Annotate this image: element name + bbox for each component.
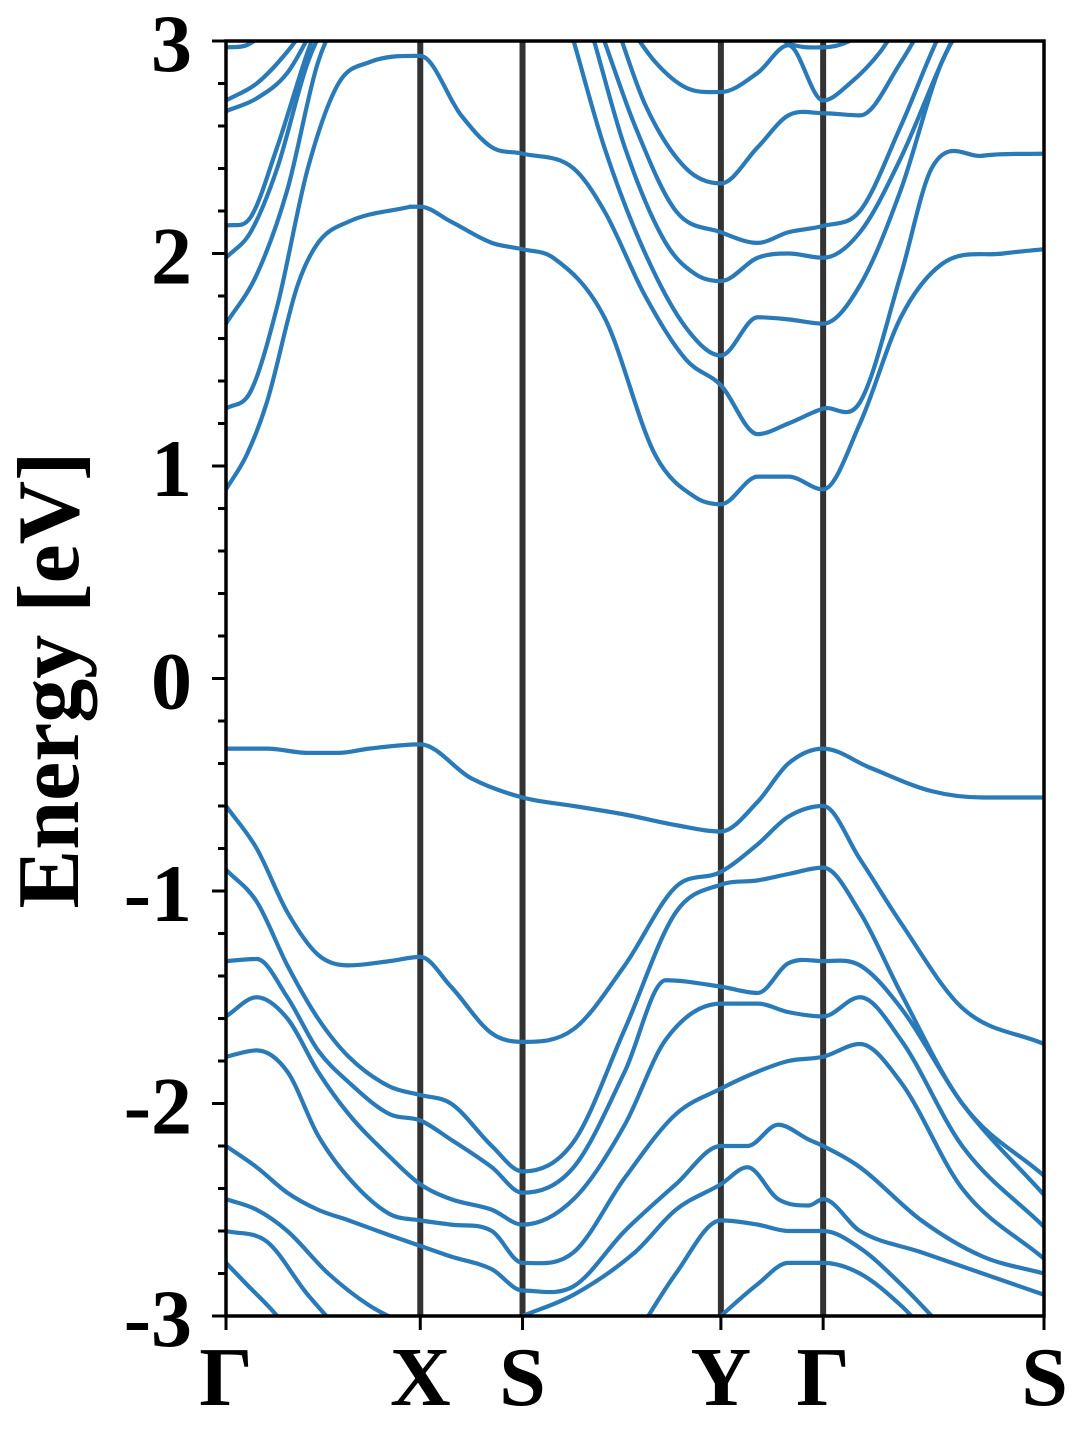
band-line-12	[226, 1260, 280, 1316]
y-axis-label: Energy [eV]	[1, 452, 98, 909]
y-tick-label: 2	[151, 211, 192, 302]
x-tick-label: Γ	[796, 1331, 849, 1424]
band-line-1	[226, 742, 1044, 834]
y-tick-label: -1	[124, 848, 192, 939]
band-line-18	[571, 41, 955, 358]
band-line-27	[226, 41, 258, 50]
band-line-7	[226, 1122, 1044, 1295]
band-line-8	[226, 1197, 394, 1316]
y-tick-label: -2	[124, 1061, 192, 1152]
x-tick-label: X	[390, 1331, 451, 1424]
band-line-26	[636, 41, 891, 103]
axis-ticks	[212, 39, 1046, 1330]
band-line-2	[226, 803, 1044, 1047]
y-tick-label: 1	[151, 423, 192, 514]
band-line-28	[780, 41, 855, 50]
y-tick-label: 0	[151, 636, 192, 727]
plot-frame	[224, 39, 1046, 1318]
band-line-22	[602, 41, 939, 245]
x-tick-label: Y	[691, 1331, 752, 1424]
high-symmetry-lines	[417, 41, 827, 1316]
band-line-5	[226, 995, 1044, 1229]
band-line-24	[619, 41, 917, 186]
band-line-10	[226, 1228, 330, 1316]
band-line-23	[226, 41, 309, 114]
band-line-13	[717, 1260, 915, 1316]
band-line-15	[407, 204, 1044, 507]
x-tick-label: Γ	[199, 1331, 252, 1424]
band-line-20	[592, 41, 955, 284]
band-line-16	[226, 53, 1044, 437]
band-line-21	[226, 41, 314, 228]
band-lines	[226, 41, 1044, 1316]
band-line-6	[226, 1041, 1044, 1266]
y-tick-label: -3	[124, 1273, 192, 1364]
y-tick-label: 3	[151, 0, 192, 89]
band-line-4	[226, 956, 1044, 1197]
band-line-25	[226, 41, 299, 103]
x-tick-label: S	[499, 1331, 546, 1424]
x-tick-label: S	[1021, 1331, 1068, 1424]
band-line-3	[226, 865, 1044, 1178]
band-line-9	[520, 1165, 1044, 1316]
band-line-11	[645, 1218, 935, 1316]
band-line-14	[226, 204, 413, 492]
